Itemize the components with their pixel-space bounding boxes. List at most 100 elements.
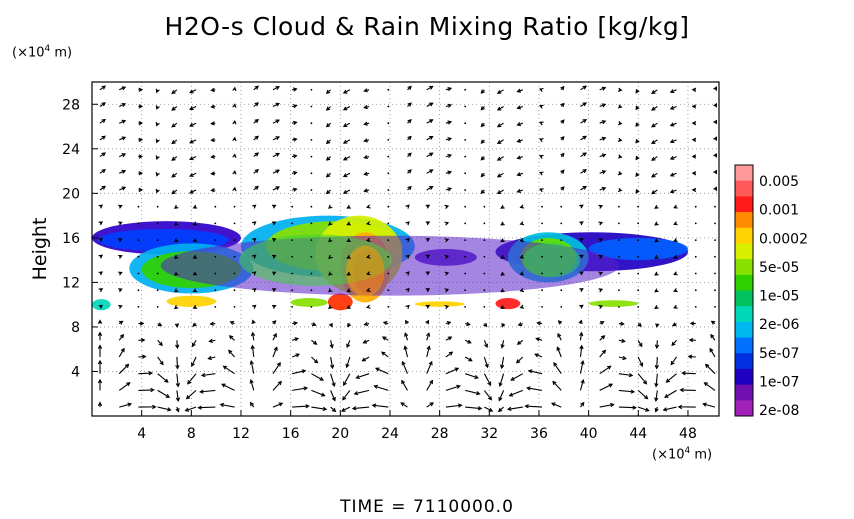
velocity-vector — [498, 390, 505, 401]
velocity-vector-head — [673, 304, 678, 309]
velocity-vector — [426, 402, 434, 408]
velocity-vector-head — [496, 173, 502, 178]
y-tick-label: 8 — [71, 320, 80, 336]
velocity-vector-head — [301, 369, 307, 374]
velocity-vector-head — [617, 154, 623, 159]
velocity-vector-head — [101, 185, 106, 190]
velocity-vector-head — [101, 118, 106, 123]
velocity-vector-head — [382, 321, 388, 326]
velocity-vector-head — [197, 405, 202, 410]
velocity-vector — [525, 405, 543, 408]
velocity-vector — [346, 340, 351, 348]
vector-dot — [541, 272, 543, 275]
velocity-vector-head — [444, 204, 450, 209]
velocity-vector-head — [345, 363, 350, 369]
velocity-vector-head — [252, 287, 257, 293]
velocity-vector-head — [582, 102, 588, 107]
velocity-vector-head — [189, 122, 194, 127]
vector-dot — [618, 239, 620, 241]
velocity-vector-head — [405, 204, 410, 209]
velocity-vector — [579, 345, 583, 358]
velocity-vector-head — [519, 304, 525, 309]
velocity-vector-head — [447, 103, 453, 108]
x-tick-label: 8 — [187, 426, 196, 442]
velocity-vector-head — [579, 238, 584, 242]
velocity-vector-head — [210, 137, 215, 143]
velocity-vector-head — [173, 271, 179, 276]
velocity-vector-head — [273, 346, 278, 351]
velocity-vector-head — [184, 407, 190, 412]
velocity-vector-head — [447, 137, 453, 142]
velocity-vector-head — [654, 407, 659, 413]
velocity-vector — [705, 364, 716, 375]
vector-dot — [541, 255, 543, 258]
cloud-region — [522, 243, 581, 278]
cloud-region — [346, 245, 385, 297]
velocity-vector — [501, 356, 505, 369]
velocity-vector-head — [519, 237, 525, 242]
velocity-vector-head — [598, 221, 604, 226]
velocity-vector-head — [582, 119, 588, 123]
velocity-vector-head — [249, 378, 254, 384]
vector-dot — [464, 138, 467, 141]
velocity-vector-head — [275, 152, 280, 157]
velocity-vector — [618, 389, 635, 393]
velocity-vector-head — [331, 407, 337, 413]
velocity-vector-head — [126, 382, 131, 387]
velocity-vector — [272, 347, 278, 358]
velocity-vector-head — [210, 104, 215, 109]
velocity-vector-head — [535, 337, 540, 342]
colorbar-swatch — [735, 400, 753, 417]
velocity-vector-head — [447, 336, 453, 341]
velocity-vector-head — [508, 392, 514, 397]
y-tick-label: 20 — [62, 186, 80, 202]
velocity-vector — [119, 403, 132, 408]
velocity-vector-head — [155, 155, 160, 161]
velocity-vector-head — [118, 288, 123, 293]
velocity-vector-head — [155, 105, 160, 110]
velocity-vector-head — [98, 304, 104, 309]
velocity-vector-head — [515, 359, 521, 364]
velocity-vector-head — [713, 136, 717, 141]
velocity-vector — [311, 406, 327, 410]
colorbar-label: 0.0002 — [759, 231, 808, 247]
velocity-vector — [208, 356, 216, 360]
velocity-vector-head — [121, 136, 127, 141]
velocity-vector-head — [496, 140, 502, 144]
velocity-vector-head — [171, 89, 176, 95]
velocity-vector-head — [252, 304, 257, 309]
velocity-vector — [375, 367, 389, 375]
colorbar-label: 1e-05 — [759, 289, 799, 305]
vector-dot — [694, 305, 697, 308]
velocity-vector-head — [97, 401, 103, 406]
velocity-vector-head — [210, 171, 215, 176]
velocity-vector — [553, 362, 562, 375]
velocity-vector-head — [403, 345, 408, 350]
velocity-vector-head — [98, 237, 104, 242]
vector-dot — [464, 289, 467, 292]
vector-dot — [233, 205, 236, 208]
velocity-vector — [138, 372, 152, 375]
vector-dot — [233, 289, 236, 292]
velocity-vector-head — [171, 173, 176, 178]
velocity-vector-head — [138, 104, 144, 109]
velocity-vector-head — [628, 372, 634, 378]
velocity-vector-head — [252, 254, 257, 259]
velocity-vector-head — [484, 363, 489, 369]
velocity-vector-head — [208, 338, 213, 343]
velocity-vector — [599, 365, 611, 375]
velocity-vector — [656, 356, 658, 369]
velocity-vector — [330, 356, 334, 369]
velocity-vector-head — [429, 152, 434, 157]
velocity-vector — [404, 333, 409, 341]
velocity-vector — [637, 406, 649, 412]
velocity-vector — [618, 406, 636, 409]
velocity-vector-head — [534, 353, 539, 358]
velocity-vector-head — [363, 188, 368, 193]
velocity-vector-head — [601, 120, 607, 125]
velocity-vector-head — [426, 332, 431, 337]
velocity-vector-head — [582, 135, 588, 140]
velocity-vector-head — [670, 360, 675, 366]
velocity-vector — [251, 345, 255, 358]
velocity-vector-head — [681, 371, 686, 376]
